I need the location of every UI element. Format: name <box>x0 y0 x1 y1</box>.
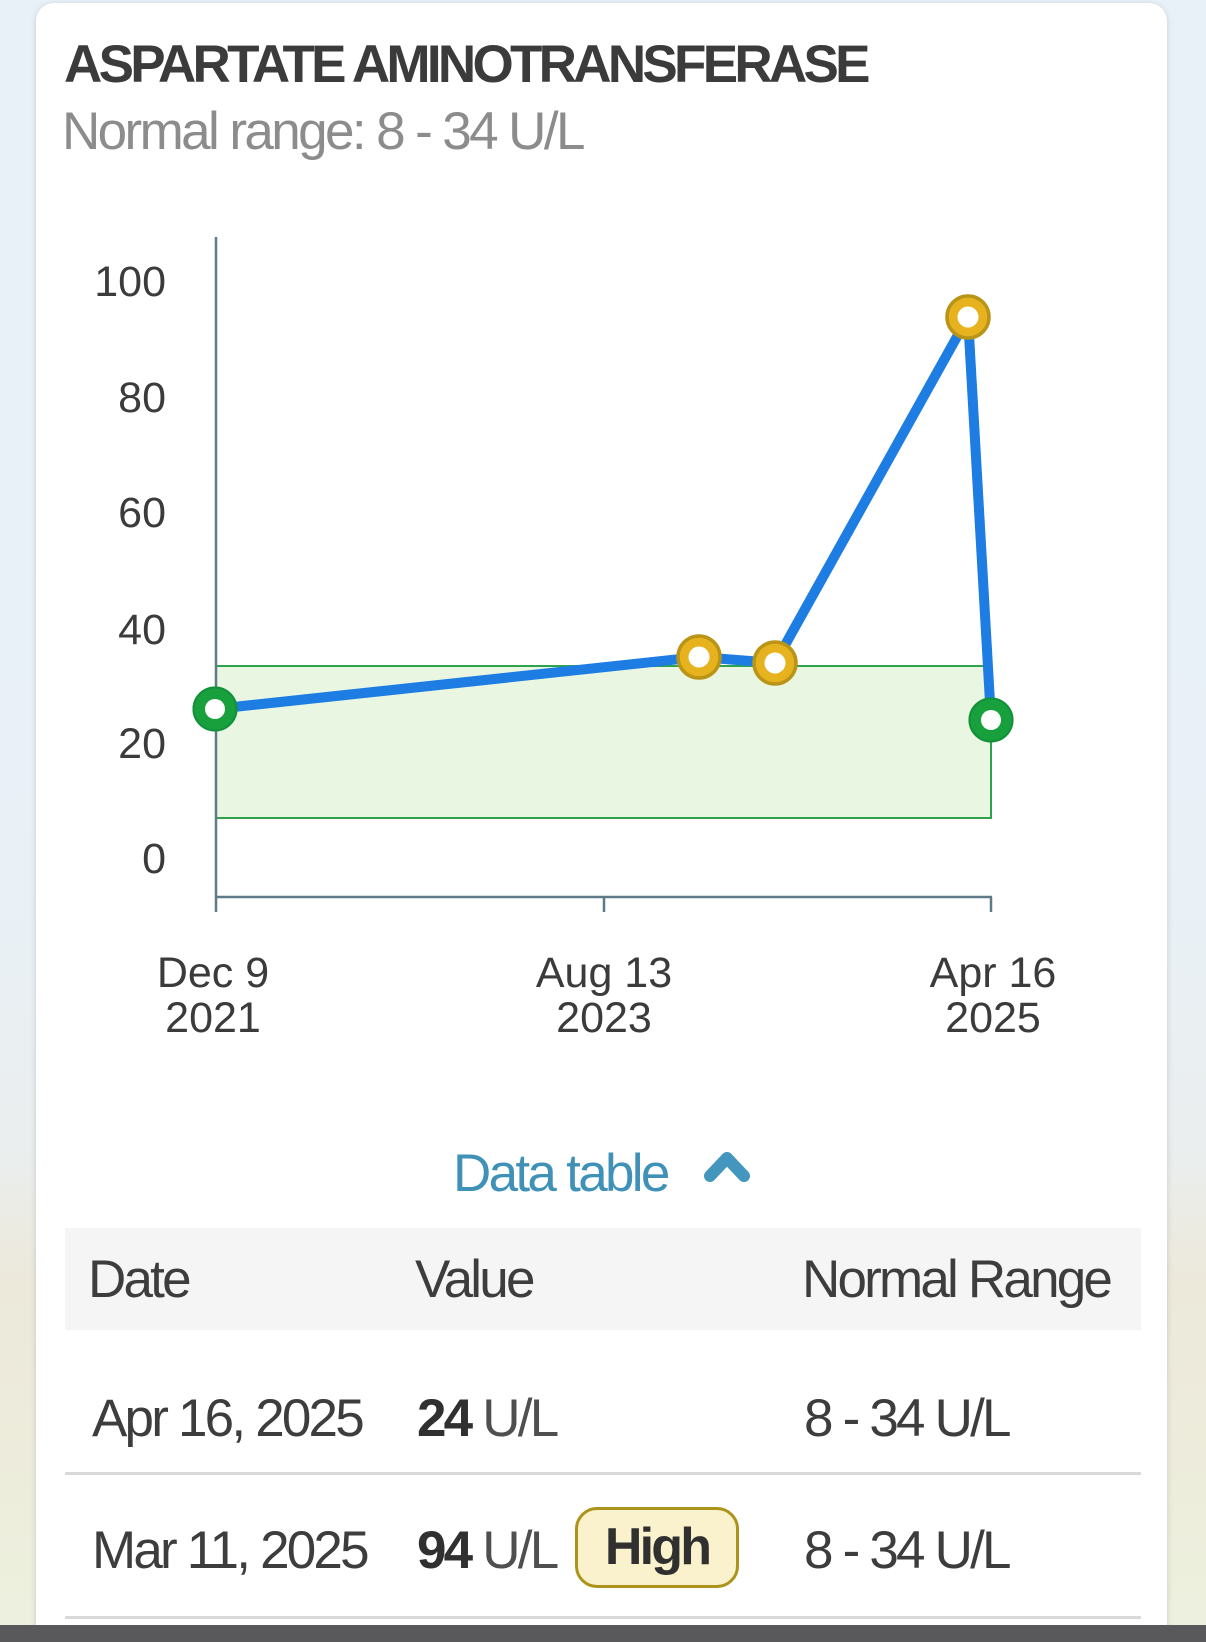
svg-text:2021: 2021 <box>165 994 261 1042</box>
svg-text:20: 20 <box>118 720 166 768</box>
svg-text:100: 100 <box>94 258 166 306</box>
svg-text:2023: 2023 <box>556 994 652 1042</box>
svg-text:Apr 16: Apr 16 <box>930 949 1057 997</box>
svg-text:40: 40 <box>118 606 166 654</box>
svg-text:0: 0 <box>142 835 166 883</box>
svg-text:2025: 2025 <box>945 994 1041 1042</box>
svg-text:60: 60 <box>118 489 166 537</box>
svg-text:80: 80 <box>118 374 166 422</box>
svg-text:Aug 13: Aug 13 <box>536 949 672 997</box>
svg-text:Dec 9: Dec 9 <box>157 949 269 997</box>
